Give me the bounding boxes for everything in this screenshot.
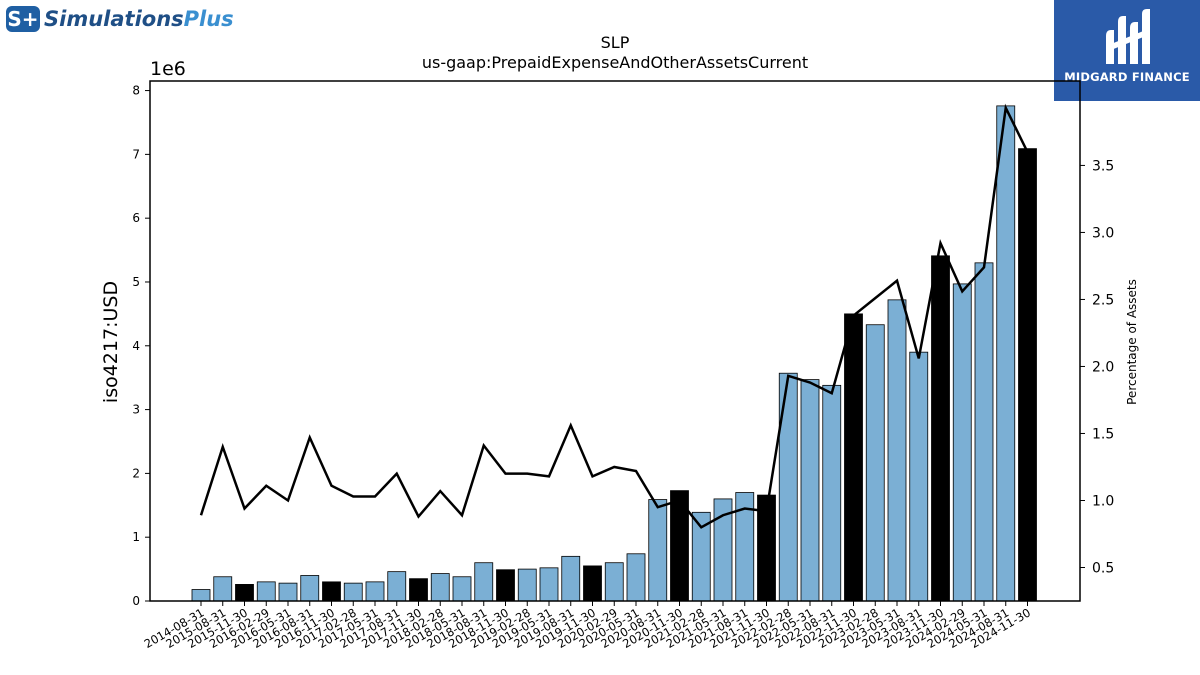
bar — [409, 578, 428, 602]
y2-axis-label: Percentage of Assets — [1125, 279, 1139, 405]
bar — [517, 568, 537, 602]
bar — [887, 299, 907, 602]
bar — [365, 581, 385, 602]
bar — [496, 569, 515, 602]
bar — [1018, 148, 1037, 602]
plot-frame — [149, 80, 1081, 602]
bar — [300, 575, 320, 602]
bar — [865, 324, 885, 602]
midgard-logo-icon — [1106, 9, 1150, 64]
logo-mark: S+ — [6, 6, 40, 32]
brand-name: MIDGARD FINANCE — [1064, 70, 1190, 84]
y2-tick-label: 3.5 — [1092, 158, 1114, 174]
y2-tick-label: 3.0 — [1092, 225, 1114, 241]
y-tick-label: 2 — [132, 466, 140, 480]
y2-tick-label: 1.0 — [1092, 493, 1114, 509]
bar — [996, 105, 1016, 602]
bar — [235, 584, 254, 602]
bar — [256, 581, 276, 602]
y-tick-label: 0 — [132, 594, 140, 608]
y-tick-label: 1 — [132, 530, 140, 544]
bar — [474, 562, 494, 602]
bar — [191, 589, 211, 602]
bar — [626, 553, 646, 602]
bar — [974, 262, 994, 602]
logo-wordmark: SimulationsPlus — [44, 7, 234, 31]
bar — [343, 582, 363, 602]
y-tick-label: 8 — [132, 84, 140, 98]
bar — [952, 283, 972, 602]
simulations-plus-logo: S+ SimulationsPlus — [6, 6, 234, 32]
y2-tick-label: 2.0 — [1092, 359, 1114, 375]
bar — [278, 582, 298, 602]
percentage-line — [199, 103, 1029, 529]
bar — [909, 351, 929, 602]
y2-tick-label: 2.5 — [1092, 292, 1114, 308]
bar — [583, 565, 602, 602]
y-axis-label: iso4217:USD — [100, 281, 122, 403]
y-tick-label: 5 — [132, 275, 140, 289]
y-axis-multiplier: 1e6 — [150, 58, 186, 80]
bar — [387, 571, 407, 602]
bar — [452, 576, 472, 602]
bar — [604, 562, 624, 602]
midgard-finance-badge: MIDGARD FINANCE — [1054, 0, 1200, 101]
y-tick-label: 4 — [132, 339, 140, 353]
chart-title: SLP — [601, 33, 630, 52]
bar — [213, 576, 233, 602]
bar — [844, 313, 863, 602]
bar — [648, 499, 668, 602]
bar — [800, 379, 820, 602]
y-tick-label: 6 — [132, 211, 140, 225]
chart-subtitle: us-gaap:PrepaidExpenseAndOtherAssetsCurr… — [422, 53, 808, 72]
y2-tick-label: 1.5 — [1092, 426, 1114, 442]
bar — [822, 384, 842, 602]
y2-tick-label: 0.5 — [1092, 560, 1114, 576]
logo-name-part2: Plus — [183, 7, 234, 31]
bar — [539, 567, 559, 602]
y-tick-label: 7 — [132, 147, 140, 161]
logo-name-part1: Simulations — [44, 7, 184, 31]
bar — [322, 581, 341, 602]
bar — [931, 255, 950, 602]
bar — [561, 555, 581, 602]
bar — [430, 573, 450, 602]
y-tick-label: 3 — [132, 403, 140, 417]
